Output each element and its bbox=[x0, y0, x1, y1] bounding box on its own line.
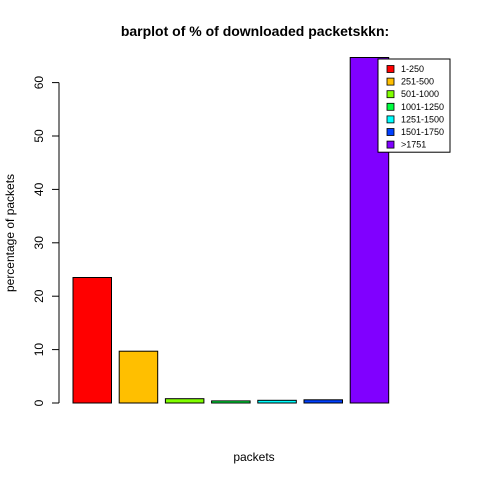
legend-label: 1001-1250 bbox=[401, 102, 444, 112]
legend-label: 501-1000 bbox=[401, 89, 439, 99]
bar-4 bbox=[211, 400, 251, 404]
legend-swatch bbox=[386, 115, 395, 124]
bar-6 bbox=[303, 399, 343, 404]
legend-label: 1501-1750 bbox=[401, 127, 444, 137]
y-tick-label: 60 bbox=[32, 76, 46, 90]
bar-2 bbox=[118, 350, 159, 404]
legend-swatch bbox=[386, 77, 395, 86]
legend-label: >1751 bbox=[401, 140, 426, 150]
legend-label: 1251-1500 bbox=[401, 114, 444, 124]
y-tick-label: 0 bbox=[32, 399, 46, 406]
legend-swatch bbox=[386, 128, 395, 136]
bar-5 bbox=[257, 399, 297, 404]
legend-swatch bbox=[386, 90, 395, 99]
legend-swatch bbox=[386, 140, 395, 149]
y-tick-label: 10 bbox=[32, 343, 46, 357]
chart-title: barplot of % of downloaded packetskkn: bbox=[121, 23, 389, 39]
y-tick-label: 20 bbox=[32, 289, 46, 303]
y-axis: 0 10 20 30 40 50 60 bbox=[32, 76, 60, 406]
legend: 1-250 251-500 501-1000 1001-1250 1251-1500 15… bbox=[377, 58, 451, 153]
y-tick-label: 30 bbox=[32, 236, 46, 250]
x-axis-label: packets bbox=[233, 450, 274, 464]
legend-label: 251-500 bbox=[401, 77, 434, 87]
y-tick-label: 50 bbox=[32, 129, 46, 143]
y-tick-label: 40 bbox=[32, 182, 46, 196]
legend-swatch bbox=[386, 65, 395, 73]
legend-label: 1-250 bbox=[401, 64, 424, 74]
legend-swatch bbox=[386, 102, 395, 111]
y-axis-label: percentage of packets bbox=[3, 174, 17, 292]
bars-group bbox=[72, 57, 390, 404]
bar-3 bbox=[164, 398, 205, 404]
bar-1 bbox=[72, 277, 112, 404]
